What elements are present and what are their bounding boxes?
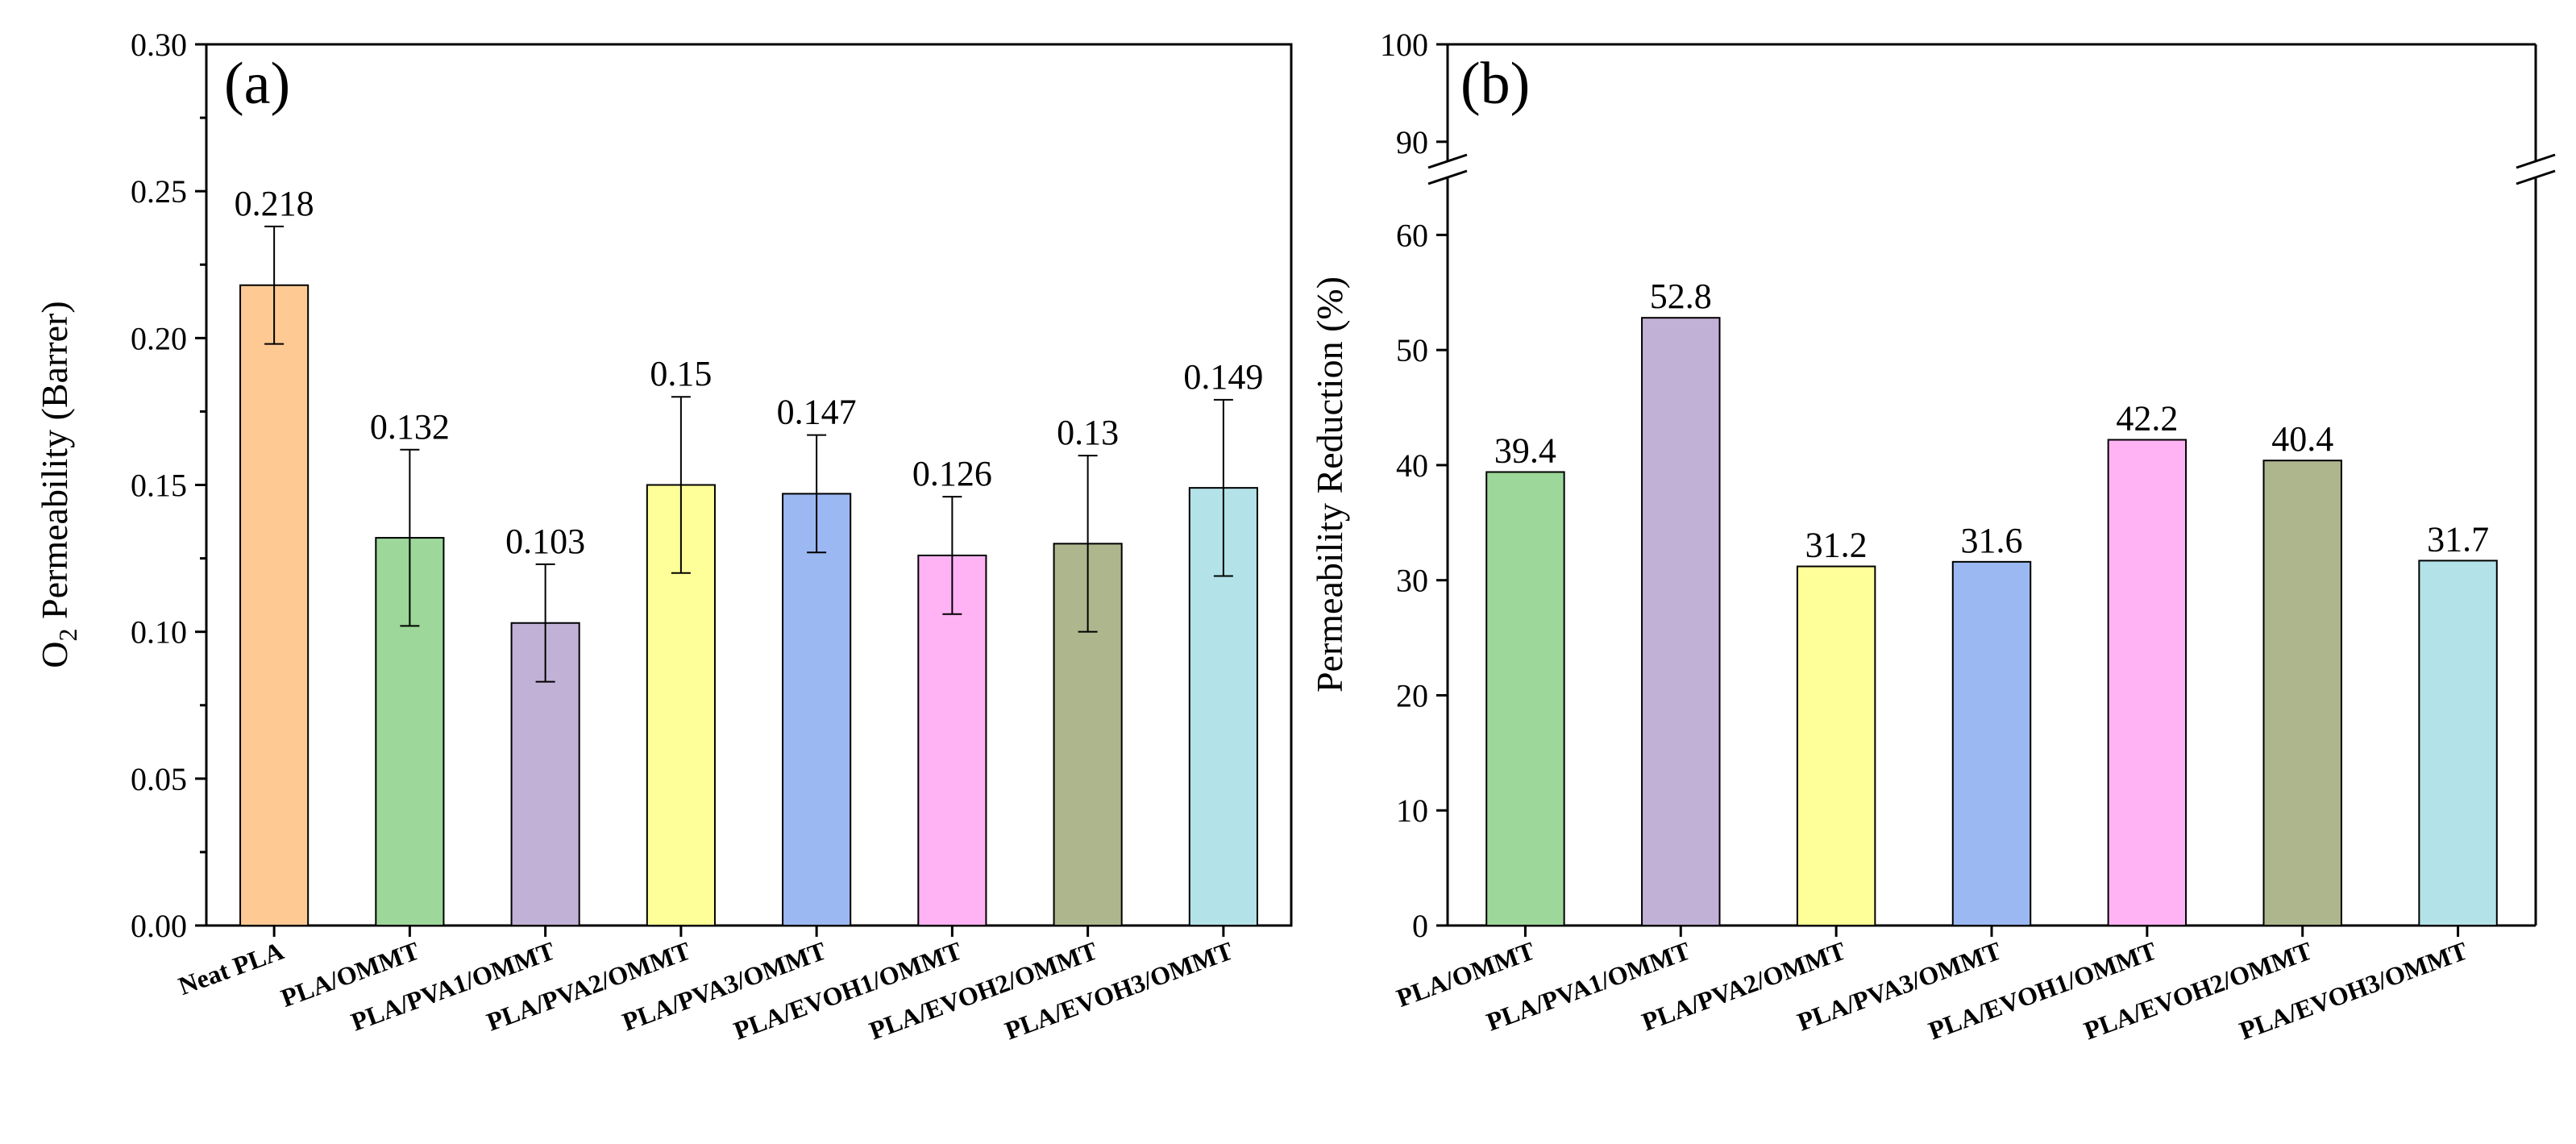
break-mark	[2516, 169, 2556, 185]
break-mark	[1427, 153, 1468, 169]
break-mark	[1427, 169, 1468, 185]
data-label: 0.103	[505, 522, 585, 561]
data-label: 0.147	[777, 393, 857, 432]
y-tick-label-a: 0.15	[131, 468, 187, 504]
y-tick-label-b: 100	[1380, 27, 1428, 63]
y-tick-label-a: 0.25	[131, 173, 187, 210]
data-label: 42.2	[2116, 399, 2178, 439]
x-axis-b: PLA/OMMTPLA/PVA1/OMMTPLA/PVA2/OMMTPLA/PV…	[1393, 926, 2471, 1046]
category-label: PLA/EVOH3/OMMT	[1001, 936, 1236, 1046]
y-tick-label-b: 90	[1396, 124, 1428, 160]
y-tick-label-b: 40	[1396, 447, 1428, 484]
y-tick-label-b: 0	[1412, 908, 1428, 944]
y-axis-b: 0 10 20 30 40 50 60 90 100	[1380, 27, 1448, 944]
y-tick-label-a: 0.10	[131, 614, 187, 651]
bar	[2262, 460, 2342, 926]
data-label: 39.4	[1494, 431, 1556, 470]
bar	[2418, 560, 2498, 926]
data-label: 31.2	[1805, 526, 1868, 565]
y-axis-a: 0.00 0.05 0.10 0.15 0.20 0.25 0.30	[131, 27, 206, 944]
break-gap	[1430, 163, 1465, 176]
data-label: 31.7	[2427, 519, 2489, 559]
category-label: PLA/EVOH2/OMMT	[866, 936, 1101, 1046]
data-label: 0.218	[235, 184, 314, 223]
y-axis-title-a: O2 Permeability (Barrer)	[34, 301, 82, 668]
y-tick-label-a: 0.20	[131, 320, 187, 356]
y-tick-label-b: 20	[1396, 677, 1428, 713]
bar	[1796, 565, 1876, 926]
bar	[1951, 560, 2032, 926]
bar	[782, 493, 852, 926]
y-tick-label-b: 10	[1396, 792, 1428, 829]
y-tick-label-a: 0.00	[131, 908, 187, 944]
data-label: 31.6	[1961, 521, 2023, 560]
panel-b: (b) Permeability Reduction (%) 0 10 20 30 40…	[1309, 27, 2556, 1046]
x-axis-a: Neat PLAPLA/OMMTPLA/PVA1/OMMTPLA/PVA2/OM…	[174, 926, 1236, 1046]
data-label: 52.8	[1650, 277, 1712, 316]
panel-label-b: (b)	[1460, 51, 1530, 117]
break-mark	[2516, 153, 2556, 169]
data-label: 0.132	[370, 407, 450, 447]
data-label: 0.126	[912, 454, 992, 493]
panel-label-a: (a)	[224, 51, 290, 117]
bar	[239, 284, 310, 926]
y-tick-label-a: 0.05	[131, 761, 187, 797]
category-label: PLA/EVOH1/OMMT	[729, 936, 965, 1046]
data-label: 0.149	[1183, 357, 1263, 397]
panel-a: (a) O2 Permeability (Barrer) 0.00 0.05 0.1…	[34, 27, 1293, 1046]
y-axis-title-b: Permeability Reduction (%)	[1309, 277, 1350, 693]
break-gap	[2518, 163, 2553, 176]
bars-b: 39.4 52.8 31.2 31.6 42.2 40.4 31.7	[1485, 277, 2498, 926]
data-label: 40.4	[2271, 419, 2333, 459]
y-tick-label-a: 0.30	[131, 27, 187, 63]
category-label: Neat PLA	[174, 936, 287, 1000]
plot-frame-a	[205, 43, 1293, 927]
bar	[2107, 439, 2188, 926]
bars-a: 0.218 0.132 0.103 0.15 0.147 0.126 0.13 0.149	[235, 184, 1263, 927]
bar	[1641, 317, 1721, 926]
y-tick-label-b: 50	[1396, 332, 1428, 368]
data-label: 0.15	[650, 354, 712, 393]
data-label: 0.13	[1057, 413, 1119, 452]
bar	[1485, 471, 1565, 926]
y-tick-label-b: 30	[1396, 563, 1428, 599]
y-tick-label-b: 60	[1396, 217, 1428, 253]
